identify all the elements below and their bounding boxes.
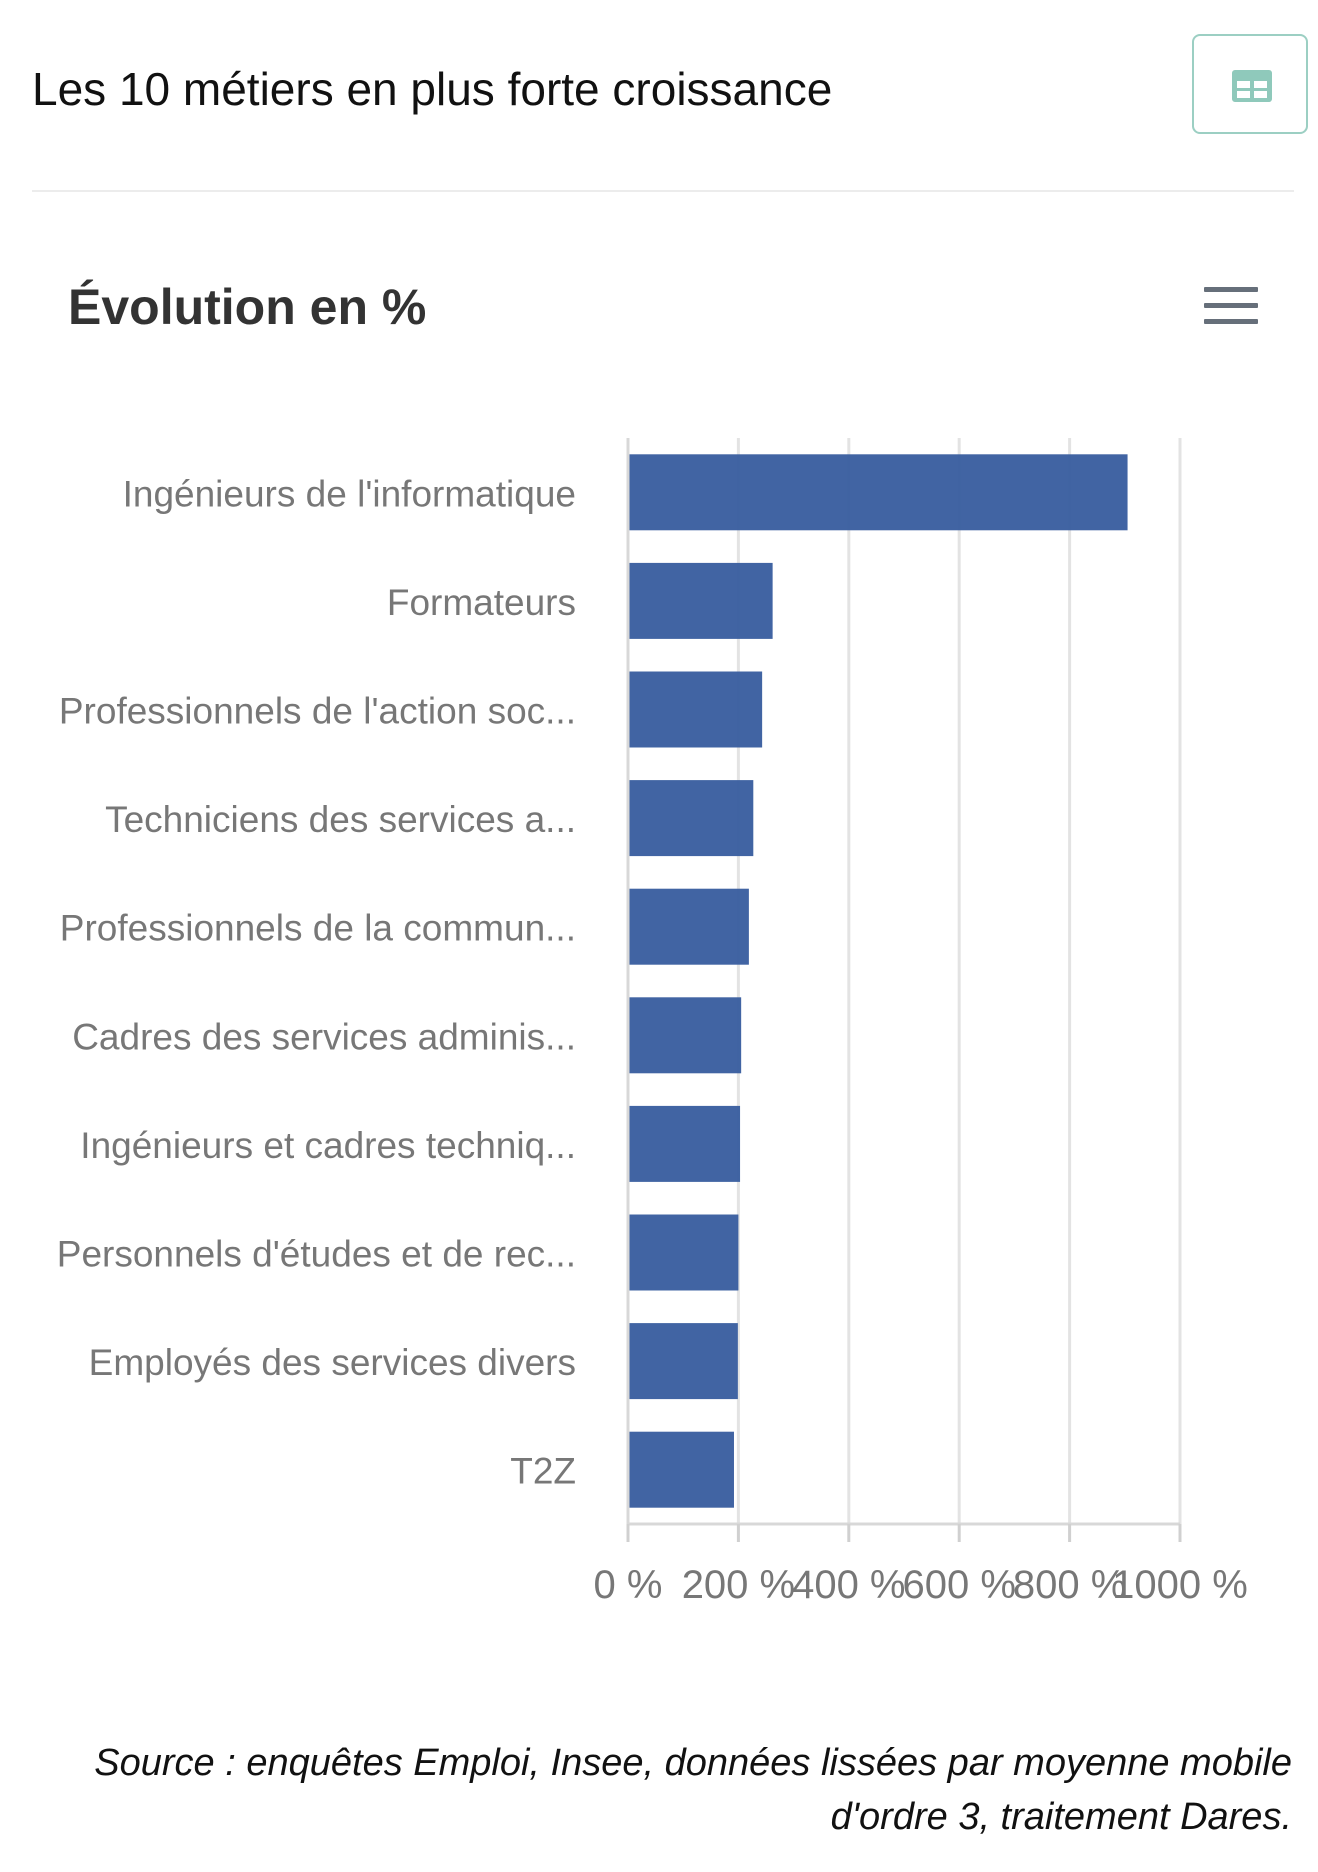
header-divider [32,190,1294,192]
bar [628,780,754,857]
category-label: Personnels d'études et de rec... [57,1234,576,1275]
bar [628,671,763,748]
category-label: Ingénieurs et cadres techniq... [80,1125,576,1166]
x-tick-label: 400 % [792,1563,905,1607]
category-label: Employés des services divers [89,1342,576,1383]
category-label: Professionnels de l'action soc... [59,691,576,732]
view-table-button[interactable] [1192,34,1308,134]
category-label: Formateurs [387,582,576,623]
header: Les 10 métiers en plus forte croissance [0,0,1318,190]
bar [628,997,742,1074]
bar [628,1431,734,1508]
hamburger-menu-icon [1204,319,1258,324]
hamburger-menu-icon [1204,303,1258,308]
bar-chart: Ingénieurs de l'informatique Formateurs Pr… [57,438,1248,1607]
category-label: Cadres des services adminis... [72,1016,576,1057]
source-line-1: Source : enquêtes Emploi, Insee, données… [94,1742,1292,1784]
x-tick-label: 600 % [902,1563,1015,1607]
chart-title: Évolution en % [68,279,427,335]
bar [628,1214,739,1291]
x-tick-label: 0 % [594,1563,663,1607]
source-note: Source : enquêtes Emploi, Insee, données… [30,1736,1292,1844]
hamburger-menu-icon [1204,287,1258,292]
page-title: Les 10 métiers en plus forte croissance [32,63,833,115]
x-tick-label: 1000 % [1112,1563,1248,1607]
bar [628,454,1128,531]
x-tick-label: 800 % [1013,1563,1126,1607]
category-label: T2Z [510,1451,576,1492]
bar [628,562,773,639]
table-icon [1232,70,1272,102]
category-label: Ingénieurs de l'informatique [123,473,576,514]
category-label: Professionnels de la commun... [60,908,576,949]
bar [628,1105,741,1182]
chart-menu-button[interactable] [1196,282,1266,332]
x-tick-label: 200 % [682,1563,795,1607]
bar [628,1323,738,1400]
category-label: Techniciens des services a... [105,799,576,840]
source-line-2: d'ordre 3, traitement Dares. [830,1796,1292,1838]
bar [628,888,749,965]
